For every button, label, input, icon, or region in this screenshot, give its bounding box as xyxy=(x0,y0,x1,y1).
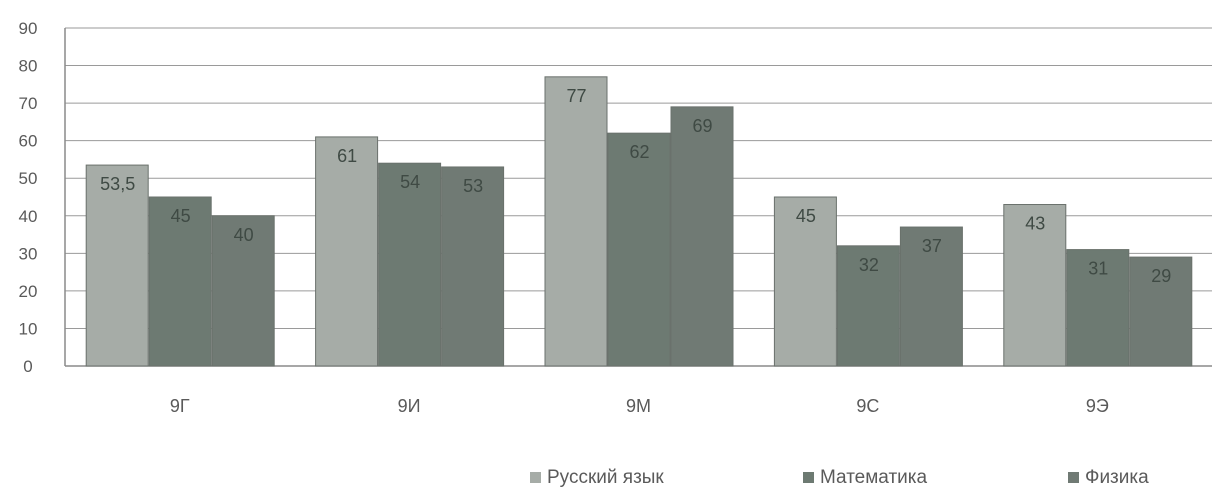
bar xyxy=(441,166,505,367)
data-label: 53,5 xyxy=(100,174,135,194)
x-tick-label: 9Г xyxy=(170,396,190,416)
legend-label: Русский язык xyxy=(547,467,664,488)
legend-swatch xyxy=(1068,472,1079,483)
y-tick-label: 30 xyxy=(19,244,38,263)
data-label: 54 xyxy=(400,172,420,192)
bar xyxy=(378,162,442,367)
y-tick-label: 10 xyxy=(19,319,38,338)
bar xyxy=(1129,256,1193,367)
bar xyxy=(544,76,608,367)
bar xyxy=(899,226,963,367)
y-tick-label: 40 xyxy=(19,207,38,226)
x-tick-label: 9С xyxy=(856,396,879,416)
y-tick-label: 90 xyxy=(19,19,38,38)
data-label: 69 xyxy=(692,116,712,136)
data-label: 29 xyxy=(1151,266,1171,286)
data-label: 77 xyxy=(566,86,586,106)
data-label: 40 xyxy=(234,225,254,245)
legend-label: Физика xyxy=(1085,467,1149,488)
y-tick-label: 50 xyxy=(19,169,38,188)
x-tick-label: 9М xyxy=(626,396,651,416)
x-tick-label: 9И xyxy=(398,396,421,416)
y-tick-label: 70 xyxy=(19,94,38,113)
y-tick-label: 60 xyxy=(19,132,38,151)
bar xyxy=(85,164,149,367)
data-label: 45 xyxy=(171,206,191,226)
bar xyxy=(607,132,671,367)
data-label: 53 xyxy=(463,176,483,196)
x-axis: 9Г 9И 9М 9С 9Э xyxy=(170,396,1109,416)
data-label: 45 xyxy=(796,206,816,226)
data-label: 31 xyxy=(1088,259,1108,279)
bar xyxy=(836,245,900,367)
data-label: 32 xyxy=(859,255,879,275)
bar xyxy=(315,136,379,367)
y-axis: 0 10 20 30 40 50 60 70 80 90 xyxy=(19,19,38,376)
bars: 53,5 45 40 61 54 53 77 62 69 45 32 37 43 31 29 xyxy=(85,76,1193,367)
legend-label: Математика xyxy=(820,467,928,488)
data-label: 37 xyxy=(922,236,942,256)
data-label: 43 xyxy=(1025,214,1045,234)
bar xyxy=(1066,249,1130,367)
data-label: 61 xyxy=(337,146,357,166)
data-label: 62 xyxy=(629,142,649,162)
bar xyxy=(670,106,734,367)
bar xyxy=(773,196,837,367)
legend-swatch xyxy=(530,472,541,483)
y-tick-label: 80 xyxy=(19,57,38,76)
y-tick-label: 20 xyxy=(19,282,38,301)
bar xyxy=(1003,204,1067,367)
legend: Русский язык Математика Физика xyxy=(530,467,1149,488)
x-tick-label: 9Э xyxy=(1086,396,1109,416)
bar xyxy=(148,196,212,367)
y-tick-label: 0 xyxy=(23,357,32,376)
legend-swatch xyxy=(803,472,814,483)
bar xyxy=(211,215,275,367)
